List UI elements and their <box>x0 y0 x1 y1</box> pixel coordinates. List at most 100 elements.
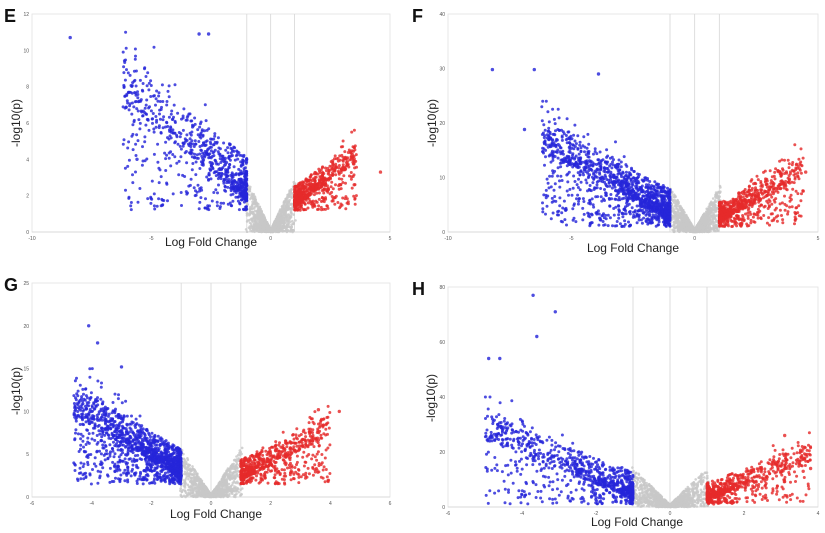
x-axis-label: Log Fold Change <box>165 235 257 249</box>
ns-point <box>288 190 291 194</box>
up-point <box>302 208 306 212</box>
up-point <box>378 170 383 174</box>
down-point <box>599 165 603 169</box>
ns-point <box>711 220 715 224</box>
down-point <box>223 188 227 192</box>
up-point <box>320 196 324 199</box>
down-point <box>186 191 189 195</box>
down-point <box>614 140 617 144</box>
up-point <box>325 184 329 188</box>
up-point <box>352 154 356 158</box>
down-point <box>629 178 633 181</box>
ns-point <box>290 195 294 198</box>
down-point <box>191 142 195 146</box>
down-point <box>581 206 585 210</box>
down-point <box>126 91 130 95</box>
down-point <box>138 187 142 190</box>
down-point <box>544 155 547 159</box>
down-point <box>579 180 583 184</box>
ns-point <box>272 227 276 231</box>
up-point <box>344 207 348 211</box>
ns-point <box>276 226 280 230</box>
down-point <box>593 147 597 151</box>
up-point <box>341 159 345 163</box>
down-point <box>600 175 604 179</box>
down-point <box>564 134 568 137</box>
down-point <box>173 121 177 124</box>
down-point <box>131 181 135 185</box>
ns-point <box>284 197 288 201</box>
up-point <box>343 197 347 201</box>
down-point <box>133 57 137 61</box>
down-point <box>617 178 621 182</box>
down-point <box>560 135 564 139</box>
down-point <box>573 163 577 167</box>
down-point <box>222 181 226 185</box>
down-point <box>223 158 227 162</box>
down-point <box>563 218 567 222</box>
ns-point <box>675 206 678 210</box>
down-point <box>128 73 132 77</box>
down-point <box>184 118 188 122</box>
plot-frame <box>31 13 391 233</box>
down-point <box>560 138 564 142</box>
down-point <box>157 124 161 128</box>
down-point <box>123 166 127 170</box>
up-point <box>324 196 327 200</box>
up-point <box>348 174 351 178</box>
down-point <box>126 71 130 75</box>
down-point <box>135 107 139 111</box>
down-point <box>194 173 198 177</box>
down-point <box>618 222 622 226</box>
down-point <box>564 138 568 142</box>
up-point <box>334 173 338 177</box>
down-point <box>595 167 599 171</box>
ns-point <box>289 188 293 191</box>
ns-point <box>677 220 680 223</box>
up-point <box>317 204 321 208</box>
down-point <box>205 175 209 179</box>
up-point <box>309 181 313 185</box>
down-point <box>163 151 167 155</box>
down-point <box>146 71 150 75</box>
down-point <box>242 193 246 197</box>
down-point <box>618 188 621 191</box>
down-point <box>557 209 561 213</box>
down-point <box>245 157 249 160</box>
down-point <box>632 176 636 180</box>
down-point <box>583 168 587 172</box>
down-point <box>213 132 217 136</box>
up-point <box>328 164 332 168</box>
down-point <box>244 184 248 188</box>
down-point <box>560 211 564 215</box>
down-point <box>616 172 620 176</box>
down-point <box>213 148 217 152</box>
down-point <box>160 83 164 87</box>
down-point <box>563 207 567 211</box>
up-point <box>353 202 357 206</box>
down-point <box>183 137 187 141</box>
down-point <box>131 123 135 127</box>
down-point <box>204 197 207 201</box>
down-point <box>125 99 129 103</box>
down-point <box>224 173 228 177</box>
down-point <box>550 196 554 200</box>
down-point <box>241 160 245 164</box>
ns-point <box>260 215 263 219</box>
up-point <box>349 171 353 174</box>
down-point <box>222 201 226 205</box>
down-point <box>578 143 582 147</box>
down-point <box>592 205 596 209</box>
up-point <box>296 183 300 187</box>
up-point <box>331 163 335 167</box>
up-point <box>352 149 355 153</box>
down-point <box>151 121 154 125</box>
ns-point <box>266 224 270 227</box>
down-point <box>541 207 545 211</box>
down-point <box>577 199 581 203</box>
down-point <box>192 186 196 190</box>
up-point <box>320 200 323 203</box>
y-tick-label: 40 <box>439 12 445 18</box>
down-point <box>177 173 181 177</box>
down-point <box>541 210 545 214</box>
